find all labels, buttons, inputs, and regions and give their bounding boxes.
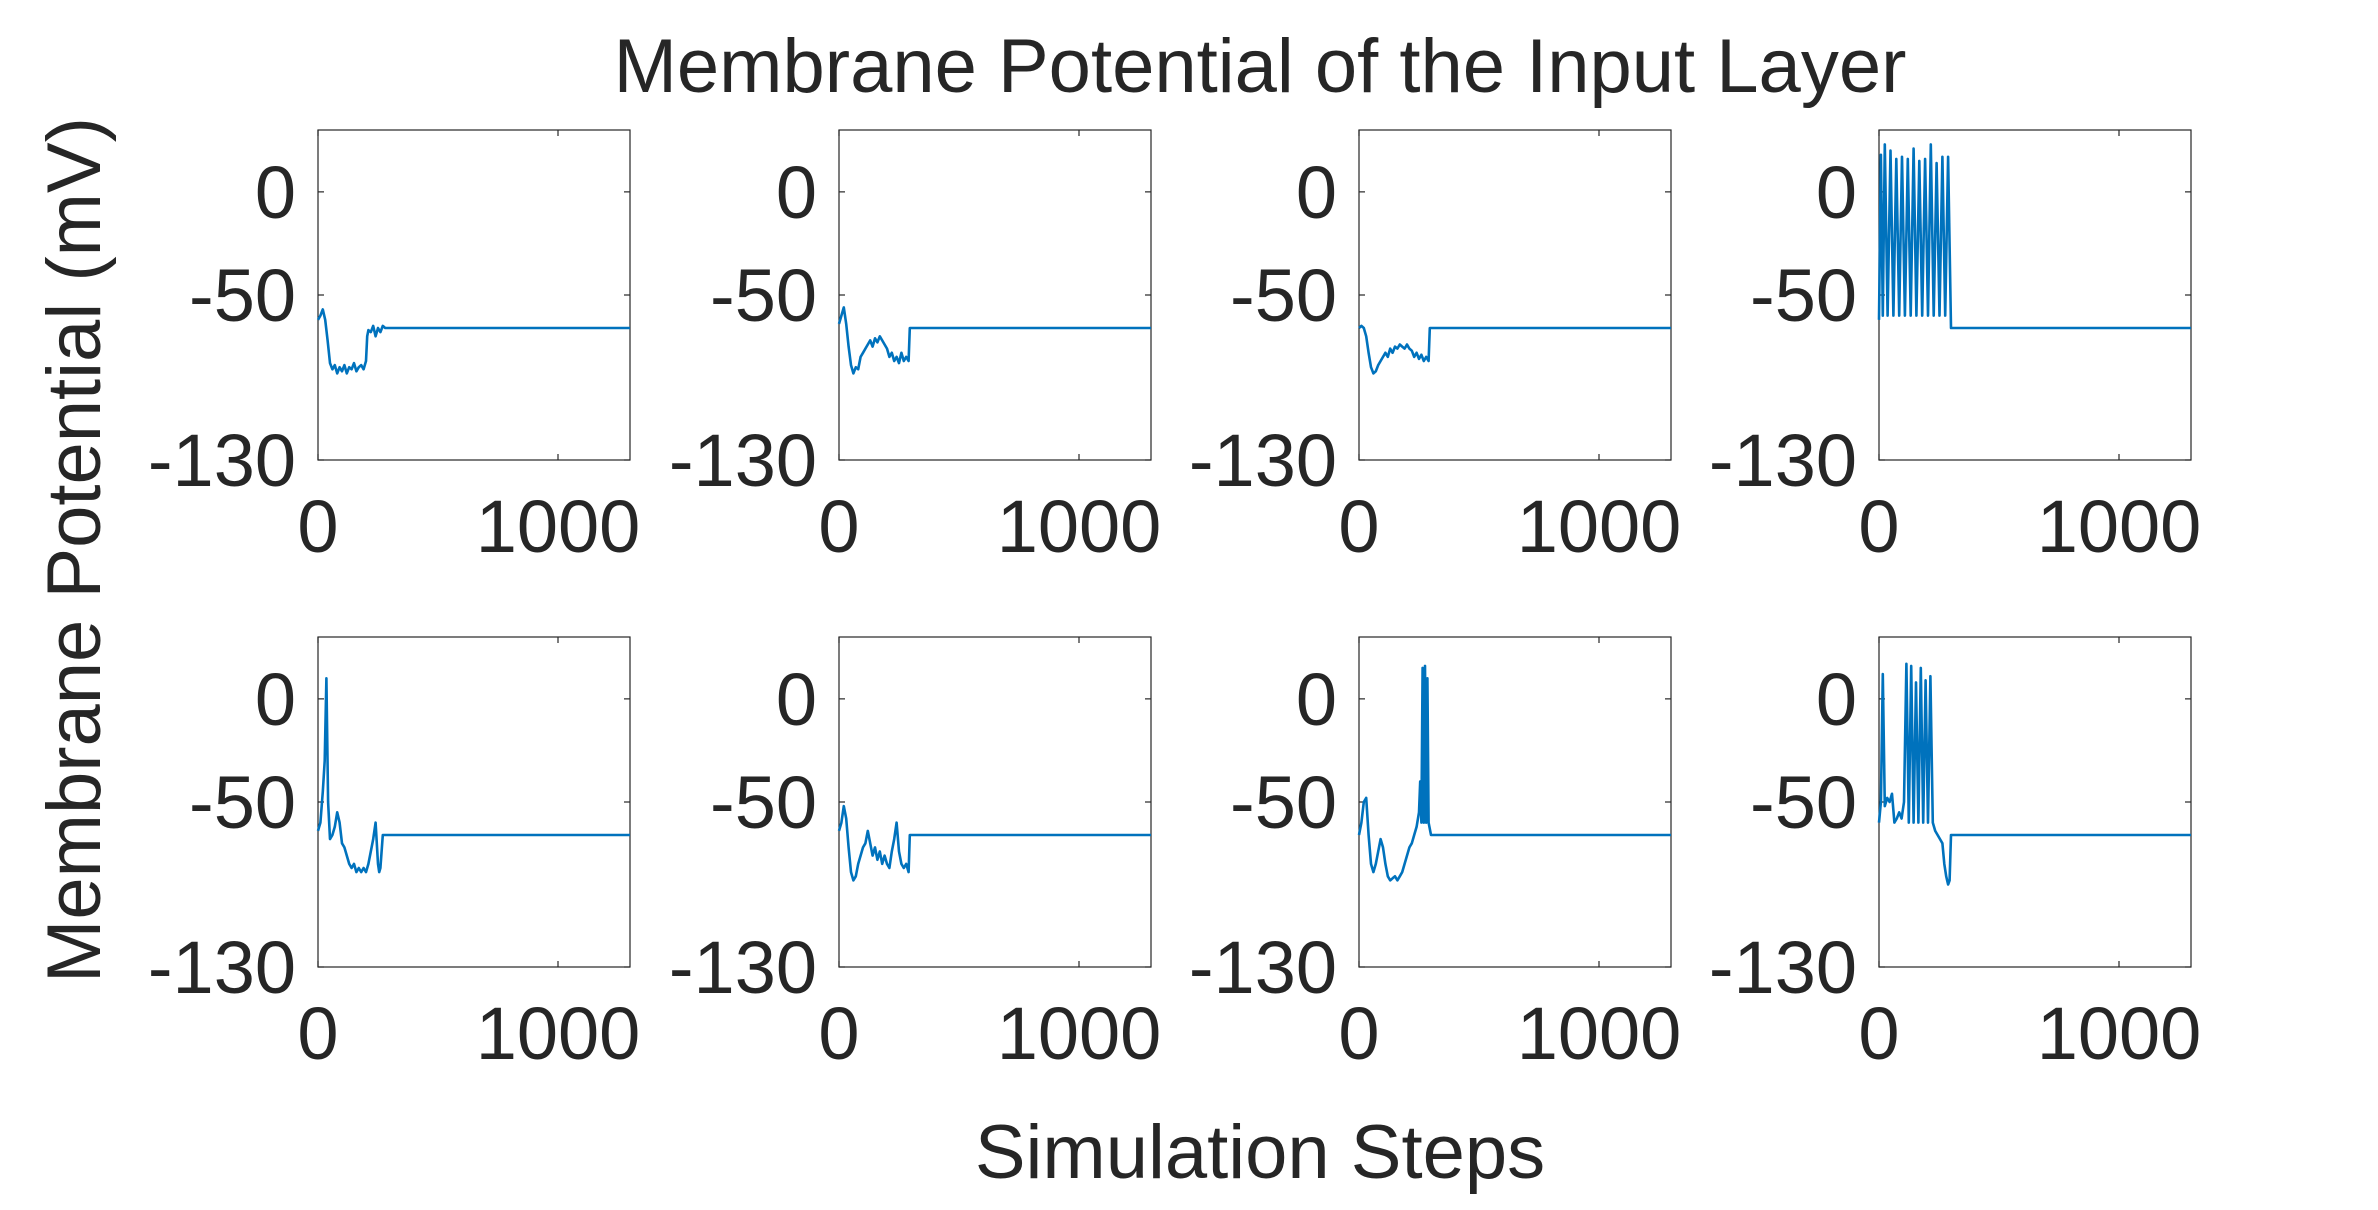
x-tick-label: 1000 [1517, 485, 1682, 568]
x-tick-label: 1000 [2037, 992, 2202, 1075]
axes-box [838, 636, 1152, 968]
axes-box [1358, 636, 1672, 968]
y-tick-label: -130 [1189, 926, 1337, 1009]
y-tick-label: 0 [1816, 151, 1857, 234]
y-tick-label: 0 [1816, 658, 1857, 741]
y-tick-label: 0 [776, 151, 817, 234]
x-tick-label: 1000 [997, 485, 1162, 568]
y-tick-label: 0 [255, 658, 296, 741]
axes-box [838, 129, 1152, 461]
y-tick-label: -130 [1189, 419, 1337, 502]
subplot-r1c1: -130 -50 0 0 1000 [148, 129, 641, 568]
membrane-trace [316, 676, 630, 874]
figure-xlabel: Simulation Steps [975, 1110, 1545, 1195]
figure-title: Membrane Potential of the Input Layer [614, 24, 1907, 109]
y-tick-label: 0 [255, 151, 296, 234]
subplot-r1c3: -130 -50 0 0 1000 [1189, 129, 1682, 568]
y-tick-label: -50 [710, 761, 817, 844]
y-tick-label: -50 [1750, 761, 1857, 844]
y-tick-label: -50 [1750, 254, 1857, 337]
y-tick-label: -50 [710, 254, 817, 337]
y-tick-label: -50 [189, 254, 296, 337]
y-tick-label: -50 [1230, 254, 1337, 337]
x-tick-label: 0 [818, 992, 859, 1075]
membrane-trace [1877, 143, 2191, 330]
membrane-trace [837, 804, 1151, 882]
subplot-r2c4: -130 -50 0 0 1000 [1709, 636, 2202, 1075]
x-tick-label: 0 [297, 992, 338, 1075]
x-tick-label: 0 [1338, 992, 1379, 1075]
y-tick-label: -130 [669, 926, 817, 1009]
y-tick-label: -130 [148, 419, 296, 502]
y-tick-label: 0 [776, 658, 817, 741]
y-tick-label: -50 [1230, 761, 1337, 844]
x-tick-label: 0 [1858, 992, 1899, 1075]
x-tick-label: 1000 [997, 992, 1162, 1075]
membrane-trace [1358, 324, 1671, 375]
membrane-trace [316, 308, 630, 375]
figure-ylabel: Membrane Potential (mV) [32, 117, 117, 983]
axes-box [317, 636, 631, 968]
subplot-r1c2: -130 -50 0 0 1000 [669, 129, 1162, 568]
subplot-r2c1: -130 -50 0 0 1000 [148, 636, 641, 1075]
y-tick-label: -50 [189, 761, 296, 844]
y-tick-label: 0 [1296, 658, 1337, 741]
y-tick-label: 0 [1296, 151, 1337, 234]
y-tick-label: -130 [148, 926, 296, 1009]
y-tick-label: -130 [669, 419, 817, 502]
membrane-trace [1877, 662, 2191, 886]
x-tick-label: 1000 [476, 992, 641, 1075]
x-tick-label: 0 [818, 485, 859, 568]
membrane-trace [1357, 664, 1671, 882]
y-tick-label: -130 [1709, 926, 1857, 1009]
axes-box [317, 129, 631, 461]
subplot-r2c2: -130 -50 0 0 1000 [669, 636, 1162, 1075]
axes-box [1358, 129, 1672, 461]
x-tick-label: 1000 [476, 485, 641, 568]
subplot-r2c3: -130 -50 0 0 1000 [1189, 636, 1682, 1075]
x-tick-label: 1000 [2037, 485, 2202, 568]
x-tick-label: 0 [1858, 485, 1899, 568]
x-tick-label: 1000 [1517, 992, 1682, 1075]
x-tick-label: 0 [1338, 485, 1379, 568]
subplot-r1c4: -130 -50 0 0 1000 [1709, 129, 2202, 568]
membrane-trace [837, 306, 1151, 375]
x-tick-label: 0 [297, 485, 338, 568]
y-tick-label: -130 [1709, 419, 1857, 502]
